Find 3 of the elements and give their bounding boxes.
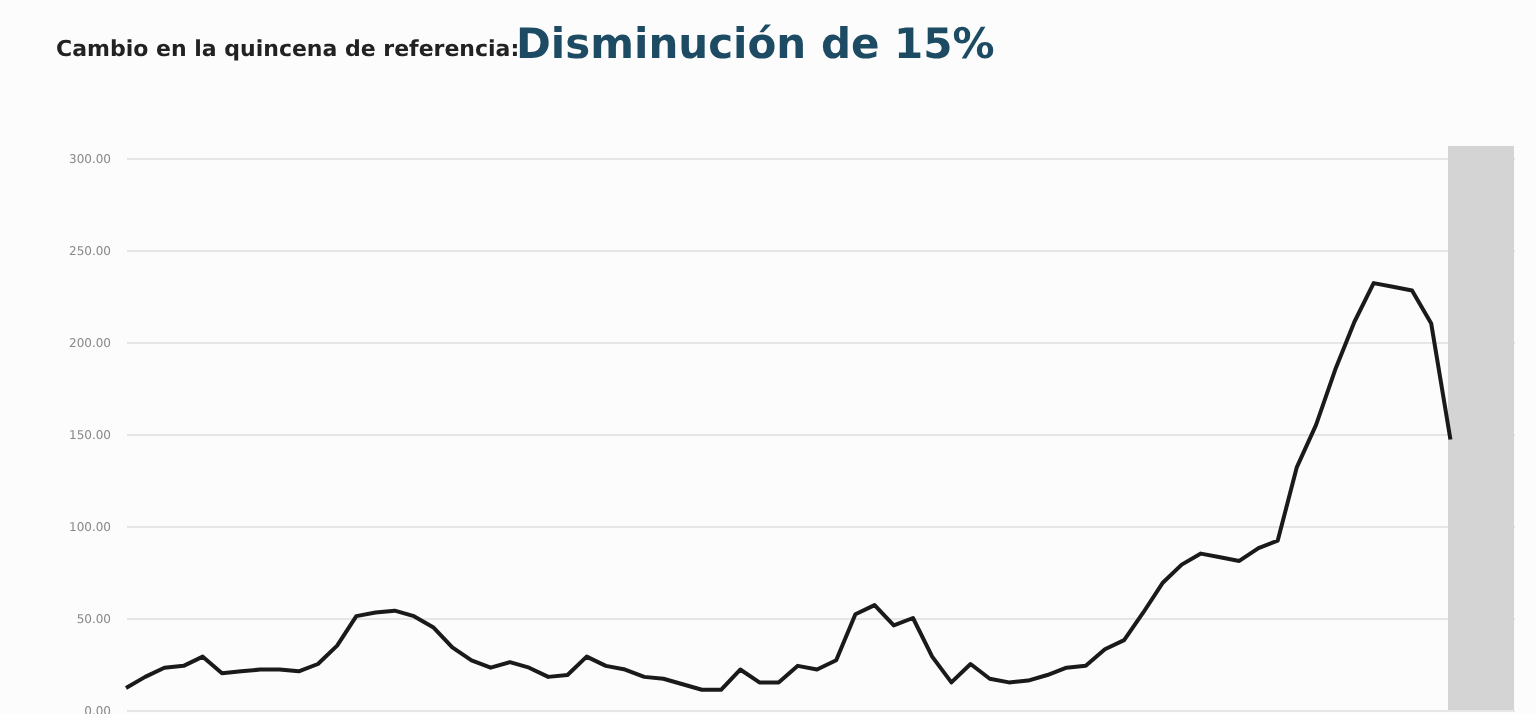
line-series [124,281,1453,692]
chart-subtitle: Cambio en la quincena de referencia: [56,36,520,62]
chart-title: Disminución de 15% [516,20,995,68]
